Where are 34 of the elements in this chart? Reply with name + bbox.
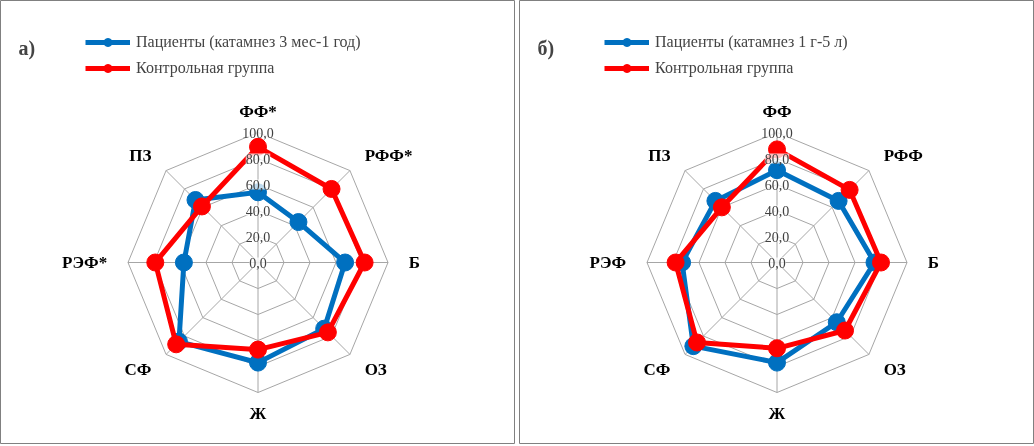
spoke-label: ФФ* xyxy=(239,102,277,122)
spoke-label: СФ xyxy=(643,359,671,379)
chart-title: б) xyxy=(537,36,555,60)
spoke-label: Б xyxy=(927,253,940,272)
legend-label: Пациенты (катамнез 1 г-5 л) xyxy=(655,33,848,51)
y-tick-label: 80,0 xyxy=(764,151,790,167)
y-tick-label: 0,0 xyxy=(249,255,267,271)
spoke-label: ОЗ xyxy=(883,359,906,379)
spoke-label: РФФ* xyxy=(364,146,413,166)
y-tick-label: 80,0 xyxy=(245,151,271,167)
spoke-label: Ж xyxy=(768,403,786,423)
spoke-label: РФФ xyxy=(883,146,923,166)
spoke-label: РЭФ xyxy=(589,253,627,272)
y-tick-label: 60,0 xyxy=(245,177,271,193)
y-tick-label: 0,0 xyxy=(768,255,786,271)
chart-title: а) xyxy=(18,36,36,60)
y-tick-label: 20,0 xyxy=(245,229,271,245)
y-tick-label: 60,0 xyxy=(764,177,790,193)
spoke-label: Б xyxy=(408,253,421,272)
spoke-label: ОЗ xyxy=(364,359,387,379)
legend-label: Контрольная группа xyxy=(655,59,794,77)
y-tick-label: 40,0 xyxy=(245,203,271,219)
spoke-label: РЭФ* xyxy=(62,253,108,272)
y-tick-label: 20,0 xyxy=(764,229,790,245)
y-tick-label: 40,0 xyxy=(764,203,790,219)
spoke-label: ПЗ xyxy=(129,146,152,166)
spoke-label: ПЗ xyxy=(648,146,671,166)
spoke-label: СФ xyxy=(124,359,152,379)
legend-label: Пациенты (катамнез 3 мес-1 год) xyxy=(136,33,361,51)
legend-label: Контрольная группа xyxy=(136,59,275,77)
spoke-label: Ж xyxy=(249,403,267,423)
spoke-label: ФФ xyxy=(762,102,792,122)
y-tick-label: 100,0 xyxy=(242,125,274,141)
y-tick-label: 100,0 xyxy=(761,125,793,141)
